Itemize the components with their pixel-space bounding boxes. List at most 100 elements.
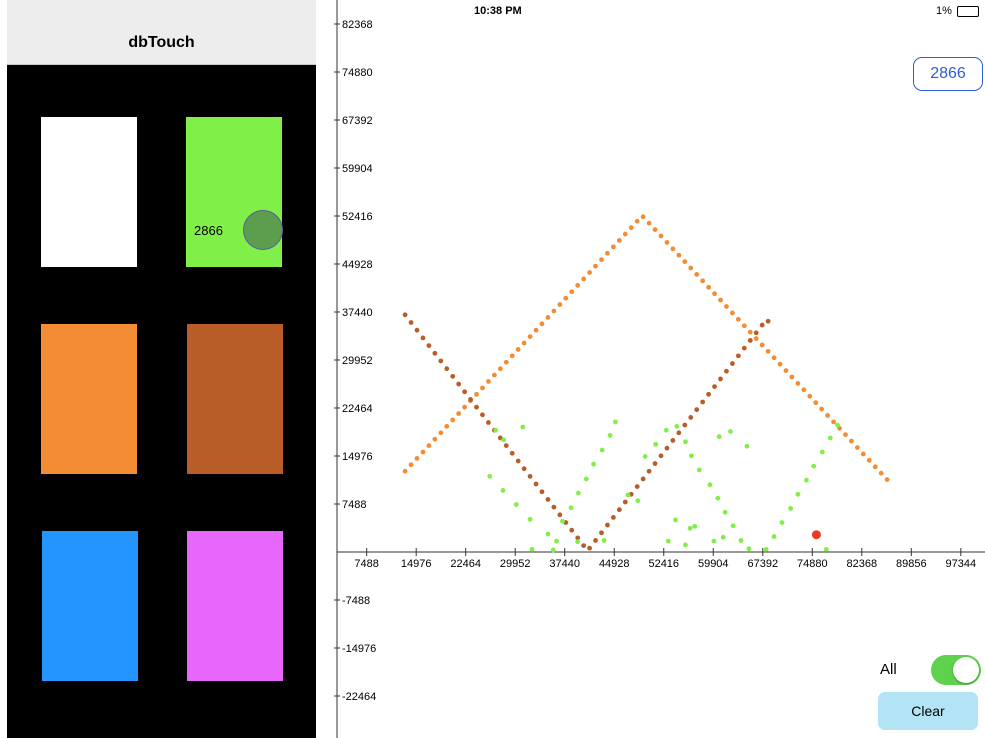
data-point: [486, 420, 491, 425]
x-tick-label: 97344: [946, 558, 977, 570]
data-point: [707, 482, 713, 488]
x-tick-label: 44928: [599, 558, 630, 570]
data-point: [753, 336, 759, 341]
data-point: [500, 488, 506, 493]
x-tick-label: 14976: [401, 558, 432, 570]
data-point: [426, 443, 432, 448]
data-point: [583, 476, 589, 482]
data-point: [625, 492, 631, 498]
data-point: [746, 546, 752, 552]
battery-icon: [957, 5, 979, 17]
data-point: [759, 342, 765, 348]
data-point: [860, 451, 866, 457]
data-point: [634, 484, 640, 490]
data-point: [730, 310, 735, 316]
data-point: [763, 547, 769, 552]
data-point: [450, 417, 456, 423]
data-point: [480, 412, 485, 418]
x-tick-label: 7488: [354, 558, 378, 570]
y-tick-label: -22464: [342, 691, 376, 703]
tile-white[interactable]: [41, 117, 137, 267]
data-point: [872, 464, 878, 470]
all-toggle-label: All: [880, 661, 897, 678]
data-point: [728, 429, 733, 434]
data-point: [765, 318, 771, 324]
data-point: [432, 436, 438, 442]
tile-orange[interactable]: [41, 324, 137, 474]
data-point: [599, 447, 605, 453]
data-point: [716, 434, 722, 440]
data-point: [444, 423, 450, 429]
data-point: [683, 439, 688, 445]
data-point: [724, 304, 729, 309]
data-point: [501, 437, 507, 443]
sidebar-title: dbTouch: [128, 34, 195, 51]
tile-brown[interactable]: [187, 324, 283, 474]
touch-indicator[interactable]: [243, 210, 283, 250]
data-point: [462, 389, 468, 395]
data-point: [771, 355, 777, 361]
data-point: [658, 233, 664, 239]
status-time: 10:38 PM: [474, 5, 522, 17]
x-tick-label: 59904: [698, 558, 729, 570]
y-tick-label: 74880: [342, 67, 373, 79]
data-point: [581, 543, 587, 548]
data-point: [420, 335, 426, 341]
data-point: [515, 347, 521, 352]
y-tick-label: 44928: [342, 259, 373, 271]
data-point: [527, 516, 533, 522]
x-tick-label: 74880: [797, 558, 828, 570]
data-point: [402, 468, 408, 474]
data-point: [789, 374, 795, 380]
data-point: [438, 430, 444, 436]
y-tick-label: 7488: [342, 499, 366, 511]
data-point: [646, 468, 652, 474]
data-point: [491, 372, 497, 378]
data-point: [474, 404, 479, 410]
data-point: [831, 419, 836, 425]
data-point: [513, 502, 519, 507]
data-point: [628, 225, 634, 231]
y-tick-label: 14976: [342, 451, 373, 463]
data-point: [700, 399, 706, 405]
clear-button[interactable]: Clear: [878, 692, 978, 730]
data-point: [622, 231, 628, 237]
data-point: [765, 348, 771, 354]
selected-value-display: 2866: [913, 57, 983, 91]
data-point: [688, 414, 694, 420]
data-point: [795, 381, 801, 386]
data-point: [735, 316, 741, 322]
scatter-plot[interactable]: 7488 14976 22464 29952 37440 44928 52416 59904 6…: [316, 0, 985, 738]
data-point: [783, 368, 789, 373]
data-point: [468, 397, 473, 402]
data-point: [664, 445, 670, 451]
x-tick-label: 22464: [450, 558, 481, 570]
x-tick-label: 67392: [747, 558, 778, 570]
data-point: [420, 449, 426, 455]
data-point: [527, 473, 533, 479]
data-point: [569, 527, 575, 533]
data-point: [658, 453, 664, 459]
data-point: [670, 438, 676, 443]
data-point: [720, 534, 726, 540]
data-point: [718, 297, 723, 303]
data-point: [575, 282, 581, 288]
data-point: [587, 545, 592, 551]
data-point: [730, 361, 735, 366]
data-point: [551, 504, 557, 510]
data-point: [759, 322, 765, 328]
x-tick-label: 82368: [847, 558, 878, 570]
all-toggle-switch[interactable]: [931, 655, 981, 685]
data-point: [835, 422, 840, 428]
data-point: [568, 505, 574, 511]
data-point: [607, 432, 613, 438]
x-tick-label: 89856: [896, 558, 927, 570]
data-point: [676, 430, 682, 436]
tile-blue[interactable]: [42, 531, 138, 681]
y-tick-label: -14976: [342, 643, 376, 655]
data-point: [676, 252, 682, 258]
data-point: [456, 381, 462, 387]
battery-indicator: 1%: [936, 5, 979, 17]
toggle-knob[interactable]: [953, 657, 979, 683]
tile-magenta[interactable]: [187, 531, 283, 681]
